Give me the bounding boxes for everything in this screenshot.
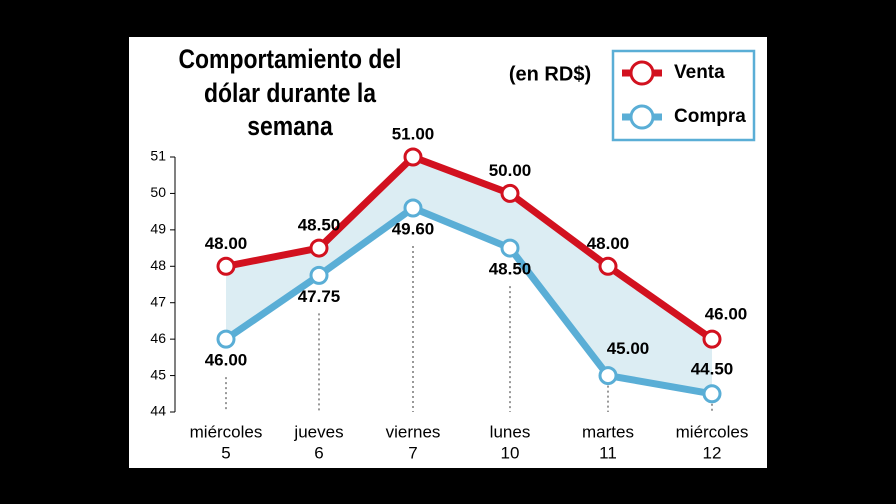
y-tick-label: 48 bbox=[150, 257, 166, 273]
point bbox=[216, 329, 236, 349]
x-tick-label: 12 bbox=[703, 443, 722, 462]
y-tick-label: 47 bbox=[150, 293, 166, 309]
y-tick-label: 49 bbox=[150, 221, 166, 237]
x-tick-label: miércoles bbox=[190, 422, 263, 441]
chart-title: Comportamiento del bbox=[178, 44, 401, 74]
point bbox=[500, 183, 520, 203]
y-tick-label: 44 bbox=[150, 403, 166, 419]
value-label: 46.00 bbox=[705, 305, 748, 324]
point bbox=[500, 238, 520, 258]
point bbox=[598, 366, 618, 386]
x-tick-label: 5 bbox=[221, 443, 230, 462]
band-area bbox=[226, 157, 712, 394]
y-tick-label: 50 bbox=[150, 184, 166, 200]
point bbox=[403, 198, 423, 218]
x-tick-label: viernes bbox=[386, 422, 441, 441]
point bbox=[598, 256, 618, 276]
x-tick-label: miércoles bbox=[676, 422, 749, 441]
point bbox=[702, 329, 722, 349]
legend-label: Compra bbox=[674, 106, 746, 127]
point bbox=[403, 147, 423, 167]
subtitle: (en RD$) bbox=[509, 63, 591, 85]
value-label: 46.00 bbox=[205, 351, 248, 370]
x-tick-label: 10 bbox=[501, 443, 520, 462]
legend-marker bbox=[629, 60, 655, 86]
point bbox=[702, 384, 722, 404]
series-line bbox=[224, 204, 713, 398]
y-tick-label: 51 bbox=[150, 148, 166, 164]
legend-marker bbox=[629, 104, 655, 130]
value-label: 51.00 bbox=[392, 124, 435, 143]
x-tick-label: 11 bbox=[599, 443, 617, 462]
chart-title: semana bbox=[247, 111, 333, 141]
point bbox=[309, 265, 329, 285]
x-tick-label: 7 bbox=[408, 443, 417, 462]
x-tick-label: lunes bbox=[490, 422, 531, 441]
x-tick-label: jueves bbox=[293, 422, 343, 441]
value-label: 49.60 bbox=[392, 219, 435, 238]
value-label: 48.00 bbox=[587, 234, 630, 253]
series-line bbox=[225, 153, 715, 343]
point bbox=[309, 238, 329, 258]
value-label: 48.50 bbox=[298, 216, 341, 235]
chart-title: dólar durante la bbox=[204, 78, 377, 108]
x-tick-label: martes bbox=[582, 422, 634, 441]
legend-label: Venta bbox=[674, 62, 725, 83]
value-label: 44.50 bbox=[691, 359, 734, 378]
value-label: 48.50 bbox=[489, 260, 532, 279]
x-tick-label: 6 bbox=[314, 443, 323, 462]
value-label: 50.00 bbox=[489, 161, 532, 180]
value-label: 48.00 bbox=[205, 234, 248, 253]
value-label: 45.00 bbox=[607, 339, 650, 358]
value-label: 47.75 bbox=[298, 287, 341, 306]
y-tick-label: 46 bbox=[150, 330, 166, 346]
y-tick-label: 45 bbox=[150, 366, 166, 382]
point bbox=[216, 256, 236, 276]
